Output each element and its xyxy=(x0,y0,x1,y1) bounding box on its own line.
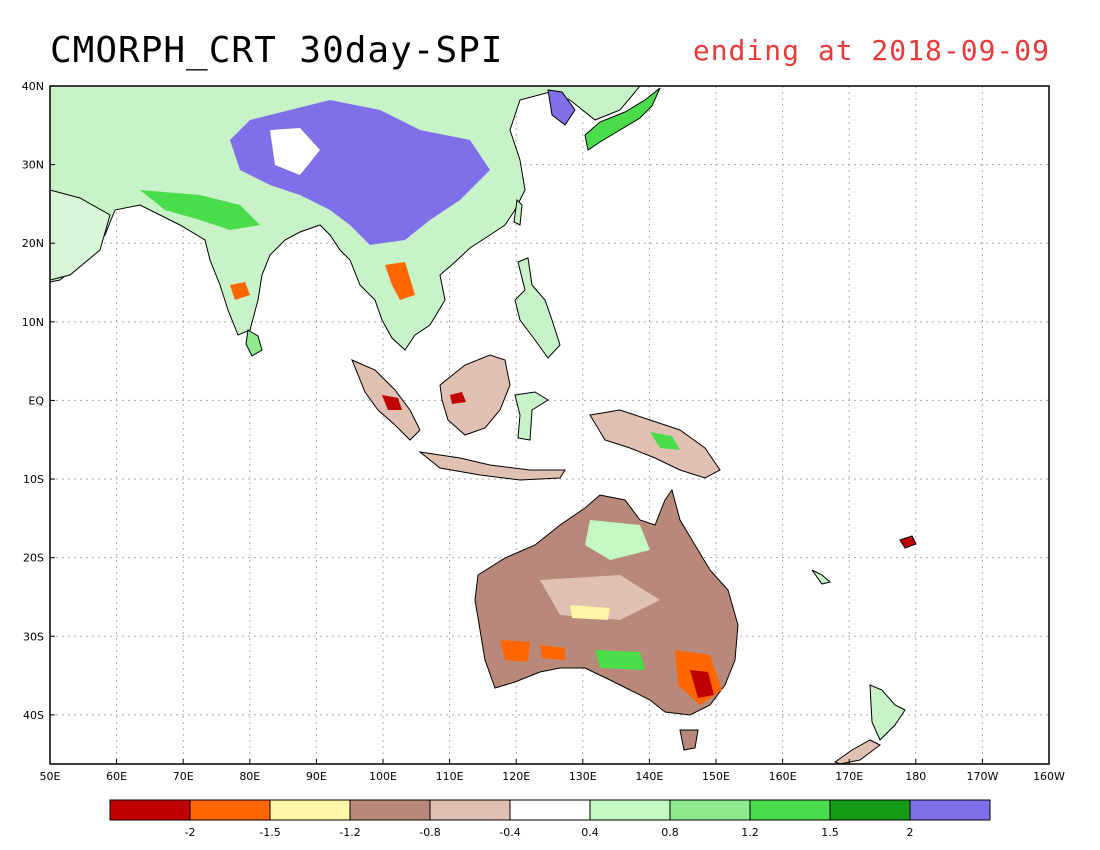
colorbar-swatch xyxy=(749,799,831,821)
map-frame xyxy=(49,85,1050,765)
patch-dry-s-australia xyxy=(540,645,565,660)
lon-tick-label: 90E xyxy=(306,770,327,783)
patch-dry-sw-australia xyxy=(500,640,530,662)
spi-colorbar: -2 -1.5 -1.2 -0.8 -0.4 0.4 0.8 1.2 1.5 2 xyxy=(109,799,991,839)
lat-tick-label: 40S xyxy=(23,709,44,722)
colorbar-label: 0.8 xyxy=(661,826,679,839)
patch-dry-china xyxy=(270,128,320,175)
patch-near-normal-australia xyxy=(540,575,660,620)
colorbar-label: -0.4 xyxy=(499,826,520,839)
spi-patches xyxy=(140,100,722,705)
landmass-korea xyxy=(547,89,576,126)
colorbar-label: 1.5 xyxy=(821,826,839,839)
landmass-sulawesi xyxy=(514,391,549,441)
lat-tick-label: EQ xyxy=(28,394,44,407)
map-title: CMORPH_CRT 30day-SPI xyxy=(50,30,504,71)
lat-tick-label: 10S xyxy=(23,473,44,486)
date-subtitle: ending at 2018-09-09 xyxy=(692,34,1050,67)
landmass-sri-lanka xyxy=(245,329,263,357)
lon-tick-label: 150E xyxy=(702,770,730,783)
patch-dry-borneo xyxy=(450,392,466,404)
colorbar-swatch xyxy=(429,799,511,821)
lat-tick-label: 20S xyxy=(23,552,44,565)
lon-tick-label: 70E xyxy=(173,770,194,783)
colorbar-swatch xyxy=(589,799,671,821)
patch-wet-india xyxy=(140,190,260,230)
colorbar-swatch xyxy=(189,799,271,821)
patch-very-dry-se-australia xyxy=(690,670,714,698)
lon-tick-label: 160E xyxy=(769,770,797,783)
lon-tick-label: 140E xyxy=(635,770,663,783)
landmass-java xyxy=(418,451,566,481)
lon-tick-label: 80E xyxy=(239,770,260,783)
landmass-fiji xyxy=(899,535,917,549)
lat-tick-label: 40N xyxy=(22,80,44,93)
colorbar-swatch xyxy=(509,799,591,821)
patch-dry-central-australia xyxy=(570,605,610,620)
landmass-new-caledonia xyxy=(811,569,832,585)
colorbar-label: 0.4 xyxy=(581,826,599,839)
colorbar-label: -1.2 xyxy=(339,826,360,839)
landmass-philippines xyxy=(514,257,561,359)
lon-tick-label: 160W xyxy=(1033,770,1065,783)
lon-tick-label: 170E xyxy=(835,770,863,783)
colorbar-label: 2 xyxy=(907,826,914,839)
lon-tick-label: 120E xyxy=(502,770,530,783)
colorbar-swatch xyxy=(669,799,751,821)
lat-tick-label: 10N xyxy=(22,316,44,329)
landmass-new-zealand-north xyxy=(869,684,906,741)
colorbar-label: 1.2 xyxy=(741,826,759,839)
landmass-japan xyxy=(584,87,661,151)
lat-tick-label: 20N xyxy=(22,237,44,250)
landmass-tasmania xyxy=(679,729,699,751)
landmass-borneo xyxy=(439,354,511,436)
colorbar-swatch xyxy=(269,799,351,821)
colorbar-swatch xyxy=(829,799,911,821)
lat-tick-label: 30S xyxy=(23,630,44,643)
colorbar-swatch xyxy=(909,799,991,821)
lon-tick-label: 110E xyxy=(436,770,464,783)
patch-dry-indochina xyxy=(385,262,415,300)
longitude-tick-labels: 50E 60E 70E 80E 90E 100E 110E 120E 130E 140E 150E 1… xyxy=(40,759,1065,783)
colorbar-swatch xyxy=(349,799,431,821)
patch-wet-new-guinea xyxy=(650,432,680,450)
lon-tick-label: 130E xyxy=(569,770,597,783)
colorbar-label: -1.5 xyxy=(259,826,280,839)
landmass-new-guinea xyxy=(589,409,721,479)
latitude-tick-labels: 40N 30N 20N 10N EQ 10S 20S 30S 40S xyxy=(22,80,55,722)
landmass-taiwan xyxy=(513,198,523,226)
lat-tick-label: 30N xyxy=(22,159,44,172)
patch-wet-s-australia xyxy=(595,650,645,670)
lon-tick-label: 100E xyxy=(369,770,397,783)
patch-wet-australia-north xyxy=(585,520,650,560)
lon-tick-label: 50E xyxy=(40,770,61,783)
colorbar-swatch xyxy=(109,799,191,821)
patch-dry-india xyxy=(230,282,250,300)
lon-tick-label: 180 xyxy=(905,770,926,783)
lon-tick-label: 60E xyxy=(106,770,127,783)
lon-tick-label: 170W xyxy=(966,770,998,783)
colorbar-label: -0.8 xyxy=(419,826,440,839)
patch-dry-sumatra xyxy=(382,395,402,410)
colorbar-label: -2 xyxy=(185,826,196,839)
